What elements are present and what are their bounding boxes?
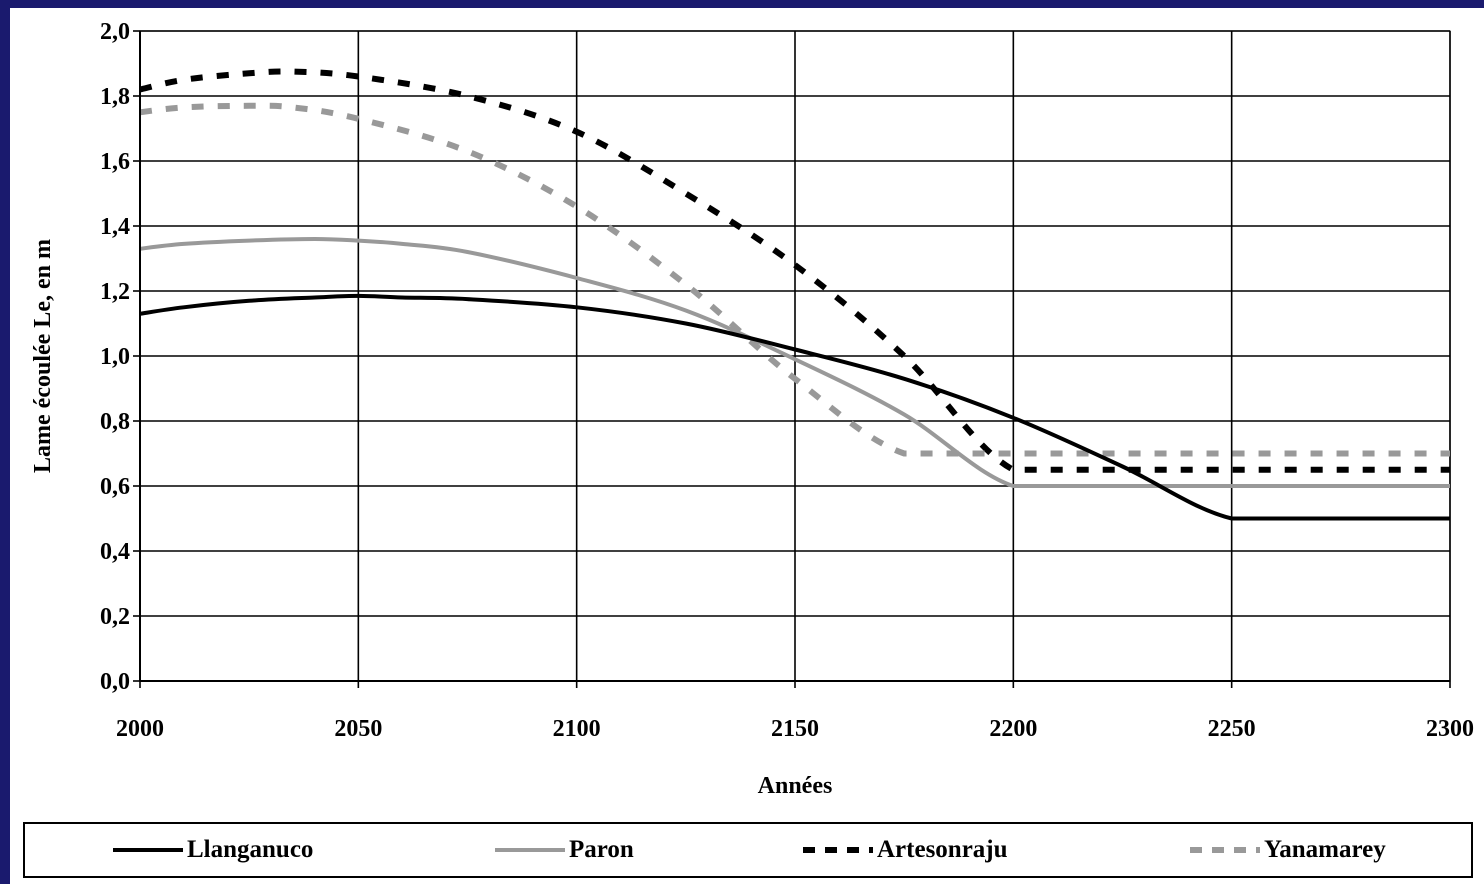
series-line-paron [139, 237, 1450, 488]
legend-item-llanganuco: Llanganuco [113, 824, 313, 876]
tick-labels: 0,0 0,2 0,4 0,6 0,8 1,0 1,2 1,4 1,6 1,8 2,0 2000 205… [100, 19, 1474, 742]
axes [133, 30, 1451, 688]
x-tick-label: 2000 [116, 716, 164, 742]
legend: Llanganuco Paron Artesonraju Yanamarey [23, 822, 1473, 878]
x-axis-title: Années [758, 773, 833, 799]
legend-swatch-paron [495, 848, 565, 852]
legend-swatch-yanamarey [1190, 847, 1260, 853]
legend-label-paron: Paron [569, 836, 634, 863]
y-tick-label: 1,0 [100, 344, 130, 370]
x-tick-label: 2050 [334, 716, 382, 742]
series-line-yanamarey [139, 102, 1450, 457]
y-tick-label: 1,8 [100, 84, 130, 110]
chart-frame: 0,0 0,2 0,4 0,6 0,8 1,0 1,2 1,4 1,6 1,8 2,0 2000 205… [10, 8, 1484, 884]
y-tick-label: 0,0 [100, 669, 130, 695]
x-tick-label: 2100 [553, 716, 601, 742]
y-tick-label: 0,6 [100, 474, 130, 500]
series-lines [139, 68, 1450, 521]
y-tick-label: 0,8 [100, 409, 130, 435]
legend-swatch-artesonraju [803, 847, 873, 853]
x-tick-label: 2300 [1426, 716, 1474, 742]
line-chart: 0,0 0,2 0,4 0,6 0,8 1,0 1,2 1,4 1,6 1,8 2,0 2000 205… [30, 19, 1474, 799]
legend-label-artesonraju: Artesonraju [877, 836, 1008, 863]
x-tick-label: 2200 [989, 716, 1037, 742]
y-tick-label: 0,2 [100, 604, 130, 630]
legend-label-llanganuco: Llanganuco [187, 836, 314, 863]
series-line-artesonraju [139, 68, 1450, 473]
x-tick-label: 2150 [771, 716, 819, 742]
legend-item-paron: Paron [495, 824, 634, 876]
y-tick-label: 2,0 [100, 19, 130, 45]
y-axis-title: Lame écoulée Le, en m [30, 239, 56, 473]
y-tick-label: 0,4 [100, 539, 130, 565]
y-tick-label: 1,2 [100, 279, 130, 305]
x-tick-label: 2250 [1208, 716, 1256, 742]
legend-item-artesonraju: Artesonraju [803, 824, 1008, 876]
legend-item-yanamarey: Yanamarey [1190, 824, 1386, 876]
grid-lines [139, 30, 1451, 682]
legend-label-yanamarey: Yanamarey [1264, 836, 1386, 863]
y-tick-label: 1,6 [100, 149, 130, 175]
y-tick-label: 1,4 [100, 214, 130, 240]
legend-swatch-llanganuco [113, 848, 183, 852]
series-line-llanganuco [139, 293, 1450, 521]
